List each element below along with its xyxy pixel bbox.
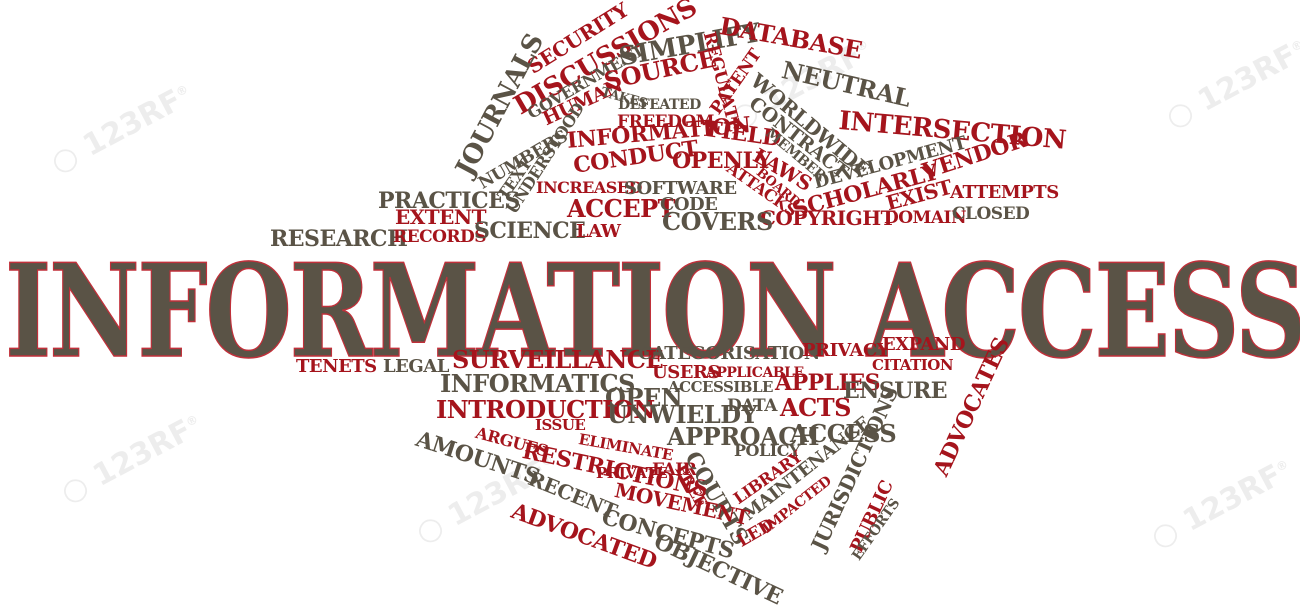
watermark-logo: ○ 123RF® [1145,456,1291,556]
word-science: SCIENCE [474,218,586,244]
word-introduction: INTRODUCTION [436,395,655,424]
word-citation: CITATION [872,356,954,374]
word-practices: PRACTICES [378,188,520,214]
word-ensure: ENSURE [843,378,948,404]
word-private: PRIVATE [596,464,668,482]
word-unwieldy: UNWIELDY [607,400,758,429]
word-tenets: TENETS [296,356,377,377]
word-law: LAW [576,221,621,242]
word-closed: CLOSED [952,204,1030,224]
word-software: SOFTWARE [624,178,737,199]
word-policy: POLICY [734,441,800,460]
word-surveillance: SURVEILLANCE [452,345,664,374]
word-access: ACCESS [790,419,897,448]
word-research: RESEARCH [270,226,408,252]
word-informatics: INFORMATICS [440,369,635,398]
word-open: OPEN [605,383,683,412]
word-copyright: COPYRIGHT [760,206,896,230]
word-issue: ISSUE [535,416,586,434]
word-users: USERS [652,362,720,383]
word-accessible: ACCESSIBLE [668,378,773,396]
word-increased: INCREASED [536,178,642,197]
word-data: DATA [727,396,777,416]
word-domain: DOMAIN [884,208,967,228]
word-records: RECORDS [393,227,487,247]
word-freedom: FREEDOM [617,112,714,132]
word-fair: FAIR [652,460,697,480]
word-attempts: ATTEMPTS [950,182,1059,203]
word-openly: OPENLY [672,148,772,174]
word-covers: COVERS [662,207,773,236]
word-extent: EXTENT [395,205,487,229]
word-applies: APPLIES [775,370,881,396]
word-expand: EXPAND [882,334,965,355]
watermark-logo: ○ 123RF® [1160,36,1300,136]
word-legal: LEGAL [383,356,449,377]
word-accept: ACCEPT [567,194,676,223]
watermark-logo: ○ 123RF® [45,81,191,181]
word-approach: APPROACH [667,422,819,451]
main-title: INFORMATION ACCESS [4,237,1300,387]
word-applicable: APPLICABLE [706,365,804,381]
word-privacy: PRIVACY [802,340,890,361]
word-defeated: DEFEATED [618,97,701,113]
word-categorisation: CATEGORISATION [638,343,820,364]
watermark-logo: ○ 123RF® [55,411,201,511]
word-acts: ACTS [780,393,851,422]
word-code: CODE [660,194,718,215]
